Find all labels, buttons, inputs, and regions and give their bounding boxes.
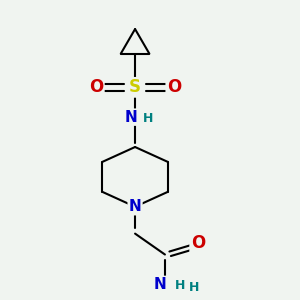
Text: O: O xyxy=(167,78,181,96)
Text: H: H xyxy=(189,281,200,295)
Text: S: S xyxy=(129,78,141,96)
Text: O: O xyxy=(89,78,103,96)
Text: N: N xyxy=(124,110,137,125)
Text: N: N xyxy=(129,199,141,214)
Text: H: H xyxy=(175,279,186,292)
Text: H: H xyxy=(142,112,153,125)
Text: N: N xyxy=(154,277,167,292)
Text: O: O xyxy=(191,234,205,252)
